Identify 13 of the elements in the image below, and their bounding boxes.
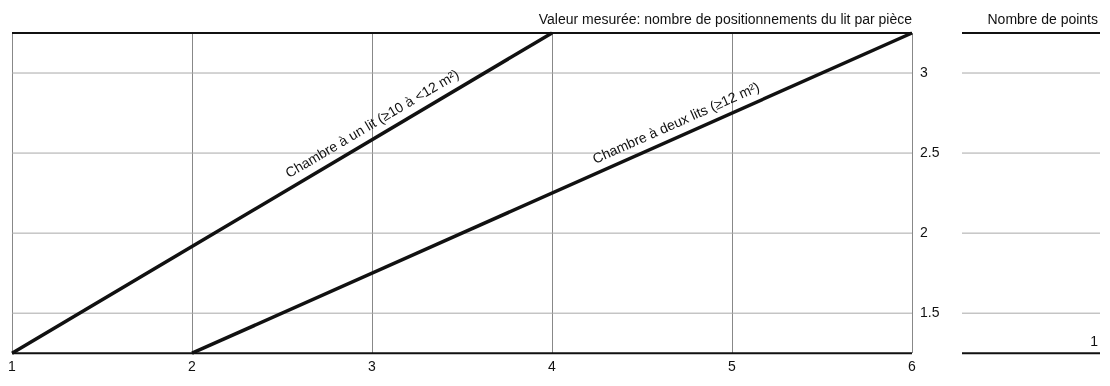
x-tick-label: 6	[908, 358, 917, 375]
text: 1	[1090, 333, 1099, 350]
x-axis-title: Valeur mesurée: nombre de positionnements du lit par pièce	[538, 11, 913, 27]
y-tick-label: 2	[920, 223, 928, 240]
x-tick-label: 5	[728, 358, 737, 375]
y-tick-label: 2.5	[920, 143, 940, 160]
x-tick-label: 3	[368, 358, 377, 375]
x-tick-label: 2	[188, 358, 197, 375]
y-axis-title: Nombre de points	[987, 11, 1098, 27]
x-tick-label: 4	[548, 358, 557, 375]
y-tick-label: 1.5	[920, 304, 940, 321]
x-tick-label: 1	[8, 358, 17, 375]
y-tick-label: 3	[920, 63, 928, 80]
